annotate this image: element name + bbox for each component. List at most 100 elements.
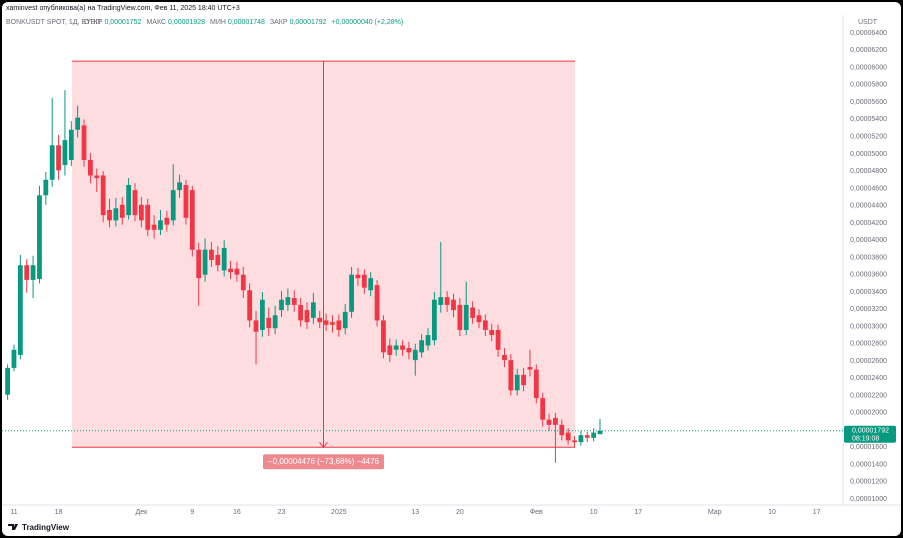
x-tick-label: 10: [768, 509, 776, 516]
candle-body: [132, 190, 138, 216]
y-tick-label: 0,00001400: [850, 461, 887, 468]
candle-body: [381, 320, 386, 353]
y-tick-label: 0,00002800: [850, 341, 887, 348]
y-tick-label: 0,00003200: [850, 306, 887, 313]
legend-change: +0,00000040 (+2,28%): [332, 19, 404, 26]
x-tick-label: 9: [190, 509, 194, 516]
candle-body: [260, 299, 265, 330]
y-tick-label: 0,00004000: [850, 237, 887, 244]
x-tick-label: 11: [10, 509, 17, 516]
candle-body: [228, 268, 233, 273]
candle-body: [75, 117, 81, 130]
brand-text: TradingView: [22, 523, 70, 532]
candle-body: [126, 184, 132, 216]
candle-body: [584, 435, 590, 438]
candle-body: [94, 175, 100, 179]
candle-body: [361, 274, 367, 288]
candle-body: [323, 320, 329, 325]
candle-body: [374, 285, 380, 321]
candle-body: [145, 204, 151, 230]
candle-body: [508, 360, 514, 391]
x-tick-label: 10: [590, 509, 598, 516]
measure-arrow-head: [319, 441, 328, 449]
candle-body: [597, 430, 603, 435]
candle-body: [482, 320, 488, 330]
candle-body: [476, 315, 482, 323]
legend-label: ОТКР: [84, 19, 103, 26]
x-tick-label: Мар: [708, 509, 722, 516]
candle-body: [572, 440, 577, 443]
candle-body: [88, 159, 93, 176]
brand: TradingView: [8, 523, 70, 532]
candle-body: [349, 274, 354, 312]
legend-label: ЗАКР: [270, 19, 288, 26]
legend-label: МАКС: [146, 19, 166, 26]
y-tick-label: 0,00004800: [850, 168, 887, 175]
header-text: xaminvest опубликова(а) на TradingView.c…: [6, 4, 240, 12]
candle-body: [578, 435, 584, 443]
candle-body: [240, 274, 246, 291]
x-tick-label: 2025: [331, 509, 347, 516]
candle-body: [470, 307, 476, 318]
y-tick-label: 0,00005800: [850, 82, 887, 89]
candle-body: [215, 254, 221, 266]
candle-body: [304, 310, 310, 323]
candle-body: [24, 265, 30, 280]
x-tick-label: 20: [456, 509, 464, 516]
countdown: 08:19:08: [852, 436, 879, 443]
candle-body: [521, 374, 526, 386]
candle-body: [489, 329, 495, 336]
candle-body: [438, 297, 444, 305]
y-tick-label: 0,00002400: [850, 375, 887, 382]
candle-body: [355, 274, 361, 279]
candle-body: [330, 322, 335, 325]
legend-value: 0,00001792: [290, 19, 327, 26]
candle-body: [177, 182, 182, 191]
candle-body: [298, 304, 304, 321]
candle-body: [565, 432, 571, 441]
candle-body: [209, 249, 214, 261]
candle-body: [119, 204, 125, 218]
x-tick-label: 16: [233, 509, 241, 516]
y-tick-label: 0,00001600: [850, 444, 887, 451]
candle-body: [221, 247, 227, 271]
candle-body: [202, 249, 208, 275]
y-tick-label: 0,00006000: [850, 64, 887, 71]
candle-body: [431, 299, 437, 341]
legend-value: 0,00001928: [168, 19, 205, 26]
candle-body: [591, 432, 597, 438]
candle-body: [266, 317, 272, 329]
y-tick-label: 0,00004600: [850, 185, 887, 192]
candle-body: [5, 367, 10, 395]
candle-body: [291, 298, 297, 305]
candle-body: [502, 354, 507, 361]
measure-label-box: [263, 454, 384, 470]
y-tick-label: 0,00004400: [850, 203, 887, 210]
x-tick-label: 23: [278, 509, 286, 516]
x-tick-label: Фев: [530, 509, 543, 516]
legend-symbol: BONKUSDT SPOT, 1Д, BYBIT: [6, 19, 102, 26]
y-tick-label: 0,00002200: [850, 392, 887, 399]
legend-value: 0,00001752: [104, 19, 141, 26]
y-tick-label: 0,00006400: [850, 30, 887, 37]
brand-logo: [8, 524, 18, 530]
candle-body: [406, 348, 412, 353]
y-tick-label: 0,00003800: [850, 254, 887, 261]
x-tick-label: 18: [55, 509, 63, 516]
candle-body: [138, 204, 144, 221]
candle-body: [342, 311, 348, 329]
candle-body: [196, 249, 202, 279]
y-tick-label: 0,00002000: [850, 410, 887, 417]
candle-body: [158, 220, 163, 230]
candle-body: [553, 417, 558, 425]
candle-body: [419, 340, 425, 353]
x-tick-label: Дек: [136, 509, 149, 516]
measure-label: −0,00004476 (−73,68%) −4476: [268, 457, 380, 466]
candle-body: [533, 369, 539, 399]
candle-body: [113, 208, 119, 221]
legend-label: МИН: [210, 19, 226, 26]
x-tick-label: 17: [813, 509, 821, 516]
candle-body: [425, 335, 431, 346]
candle-body: [527, 367, 533, 370]
